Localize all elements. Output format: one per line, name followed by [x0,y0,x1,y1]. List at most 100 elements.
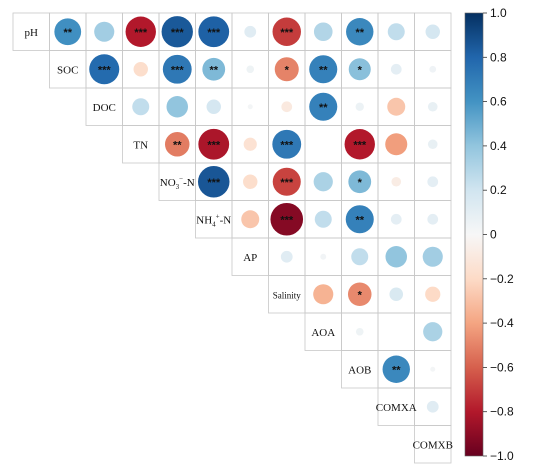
significance-mark: *** [280,27,294,39]
correlation-circle [427,213,439,225]
correlation-circle [166,95,189,118]
correlation-circle [422,246,443,267]
correlation-circle [241,210,260,229]
colorbar-tick-label: −0.2 [490,272,514,286]
correlation-circle [246,65,255,74]
correlation-circle [198,16,230,48]
correlation-circle [197,165,230,198]
variable-label: SOC [57,64,78,76]
grid-cell [304,125,342,164]
colorbar-tick-label: 1.0 [490,6,507,20]
correlation-circle [427,101,438,112]
correlation-circle [390,63,402,75]
significance-mark: *** [280,139,294,151]
correlation-circle [161,16,193,48]
colorbar-tick-label: 0.2 [490,183,507,197]
correlation-circle [270,202,304,236]
correlation-circle [320,253,327,260]
significance-mark: * [285,64,290,76]
significance-mark: *** [280,214,294,226]
correlation-circle [351,248,369,266]
correlation-circle [132,98,150,116]
variable-labels: pH SOC DOC TN NO3−-N NH4+-N AP Salinity AOA AOB CO… [25,27,453,452]
colorbar-tick-label: −0.6 [490,360,514,374]
correlation-circle [427,139,438,150]
correlation-circle [389,287,404,302]
correlation-circle [390,213,402,225]
variable-label: pH [25,27,39,39]
colorbar-tick-label: 0 [490,228,497,242]
significance-mark: * [358,289,363,301]
matrix-grid [12,12,452,464]
correlation-circle [243,174,258,189]
variable-label: COMXB [413,439,453,451]
correlation-circle [387,23,405,41]
significance-mark: *** [207,177,221,189]
correlation-circle [280,250,293,263]
correlation-circle [429,65,437,73]
correlation-circle [94,21,115,42]
significance-mark: *** [207,27,221,39]
correlation-circle [309,92,338,121]
correlation-circle [355,102,364,111]
correlation-circle [344,129,375,160]
correlation-circle [162,54,192,84]
significance-mark: *** [134,27,148,39]
significance-mark: ** [209,64,218,76]
significance-mark: ** [63,27,72,39]
colorbar-tick-label: 0.6 [490,95,507,109]
correlation-circle [348,170,372,194]
significance-mark: ** [355,214,364,226]
correlation-circle [243,137,257,151]
correlation-circle [272,129,302,159]
variable-label: COMXA [376,402,417,414]
correlation-circle [345,205,374,234]
variable-label: AOA [311,327,335,339]
correlation-circle [355,327,364,336]
significance-mark: *** [280,177,294,189]
correlation-circle [387,97,406,116]
correlation-circle [54,18,82,46]
correlation-circle [385,133,408,156]
correlation-circle [425,24,440,39]
correlation-circle [313,284,334,305]
significance-mark: * [358,177,363,189]
correlation-circle [346,18,374,46]
grid-cell [414,425,452,464]
correlation-circle [133,62,148,77]
variable-label: NH4+-N [196,212,231,228]
significance-mark: ** [355,27,364,39]
correlation-circle [198,128,230,160]
significance-mark: *** [171,27,185,39]
correlation-circle [206,99,221,114]
colorbar-tick-label: −1.0 [490,449,514,463]
colorbar: 1.0 0.8 0.6 0.4 0.2 0 −0.2 −0.4 −0.6 −0.8 −1.0 [464,6,514,463]
correlation-circle [313,22,333,42]
correlation-circle [244,25,257,38]
correlation-circle [430,366,436,372]
significance-mark: * [358,64,363,76]
correlation-circle [347,282,372,307]
variable-label: TN [133,139,148,151]
correlation-circle [391,176,402,187]
variable-label: Salinity [273,290,302,300]
correlation-circle [164,131,190,157]
significance-mark: ** [319,102,328,114]
correlation-circle [423,322,443,342]
colorbar-tick-label: −0.8 [490,405,514,419]
variable-label: NO3−-N [160,175,195,191]
colorbar-ticks: 1.0 0.8 0.6 0.4 0.2 0 −0.2 −0.4 −0.6 −0.8 −1.0 [483,6,514,463]
correlation-circle [309,55,338,84]
correlation-circle [425,286,441,302]
correlation-circle [247,104,253,110]
correlation-circle [272,167,301,196]
correlation-circle [89,54,120,85]
correlation-circle [274,57,299,82]
correlation-circle [385,245,408,268]
significance-mark: *** [98,64,112,76]
correlation-circle [314,210,332,228]
correlation-circle [281,101,293,113]
correlation-circle [202,57,226,81]
matrix-cells: ** *** *** *** *** ***** *** ** * ** ***** *** *** **… [54,16,443,413]
